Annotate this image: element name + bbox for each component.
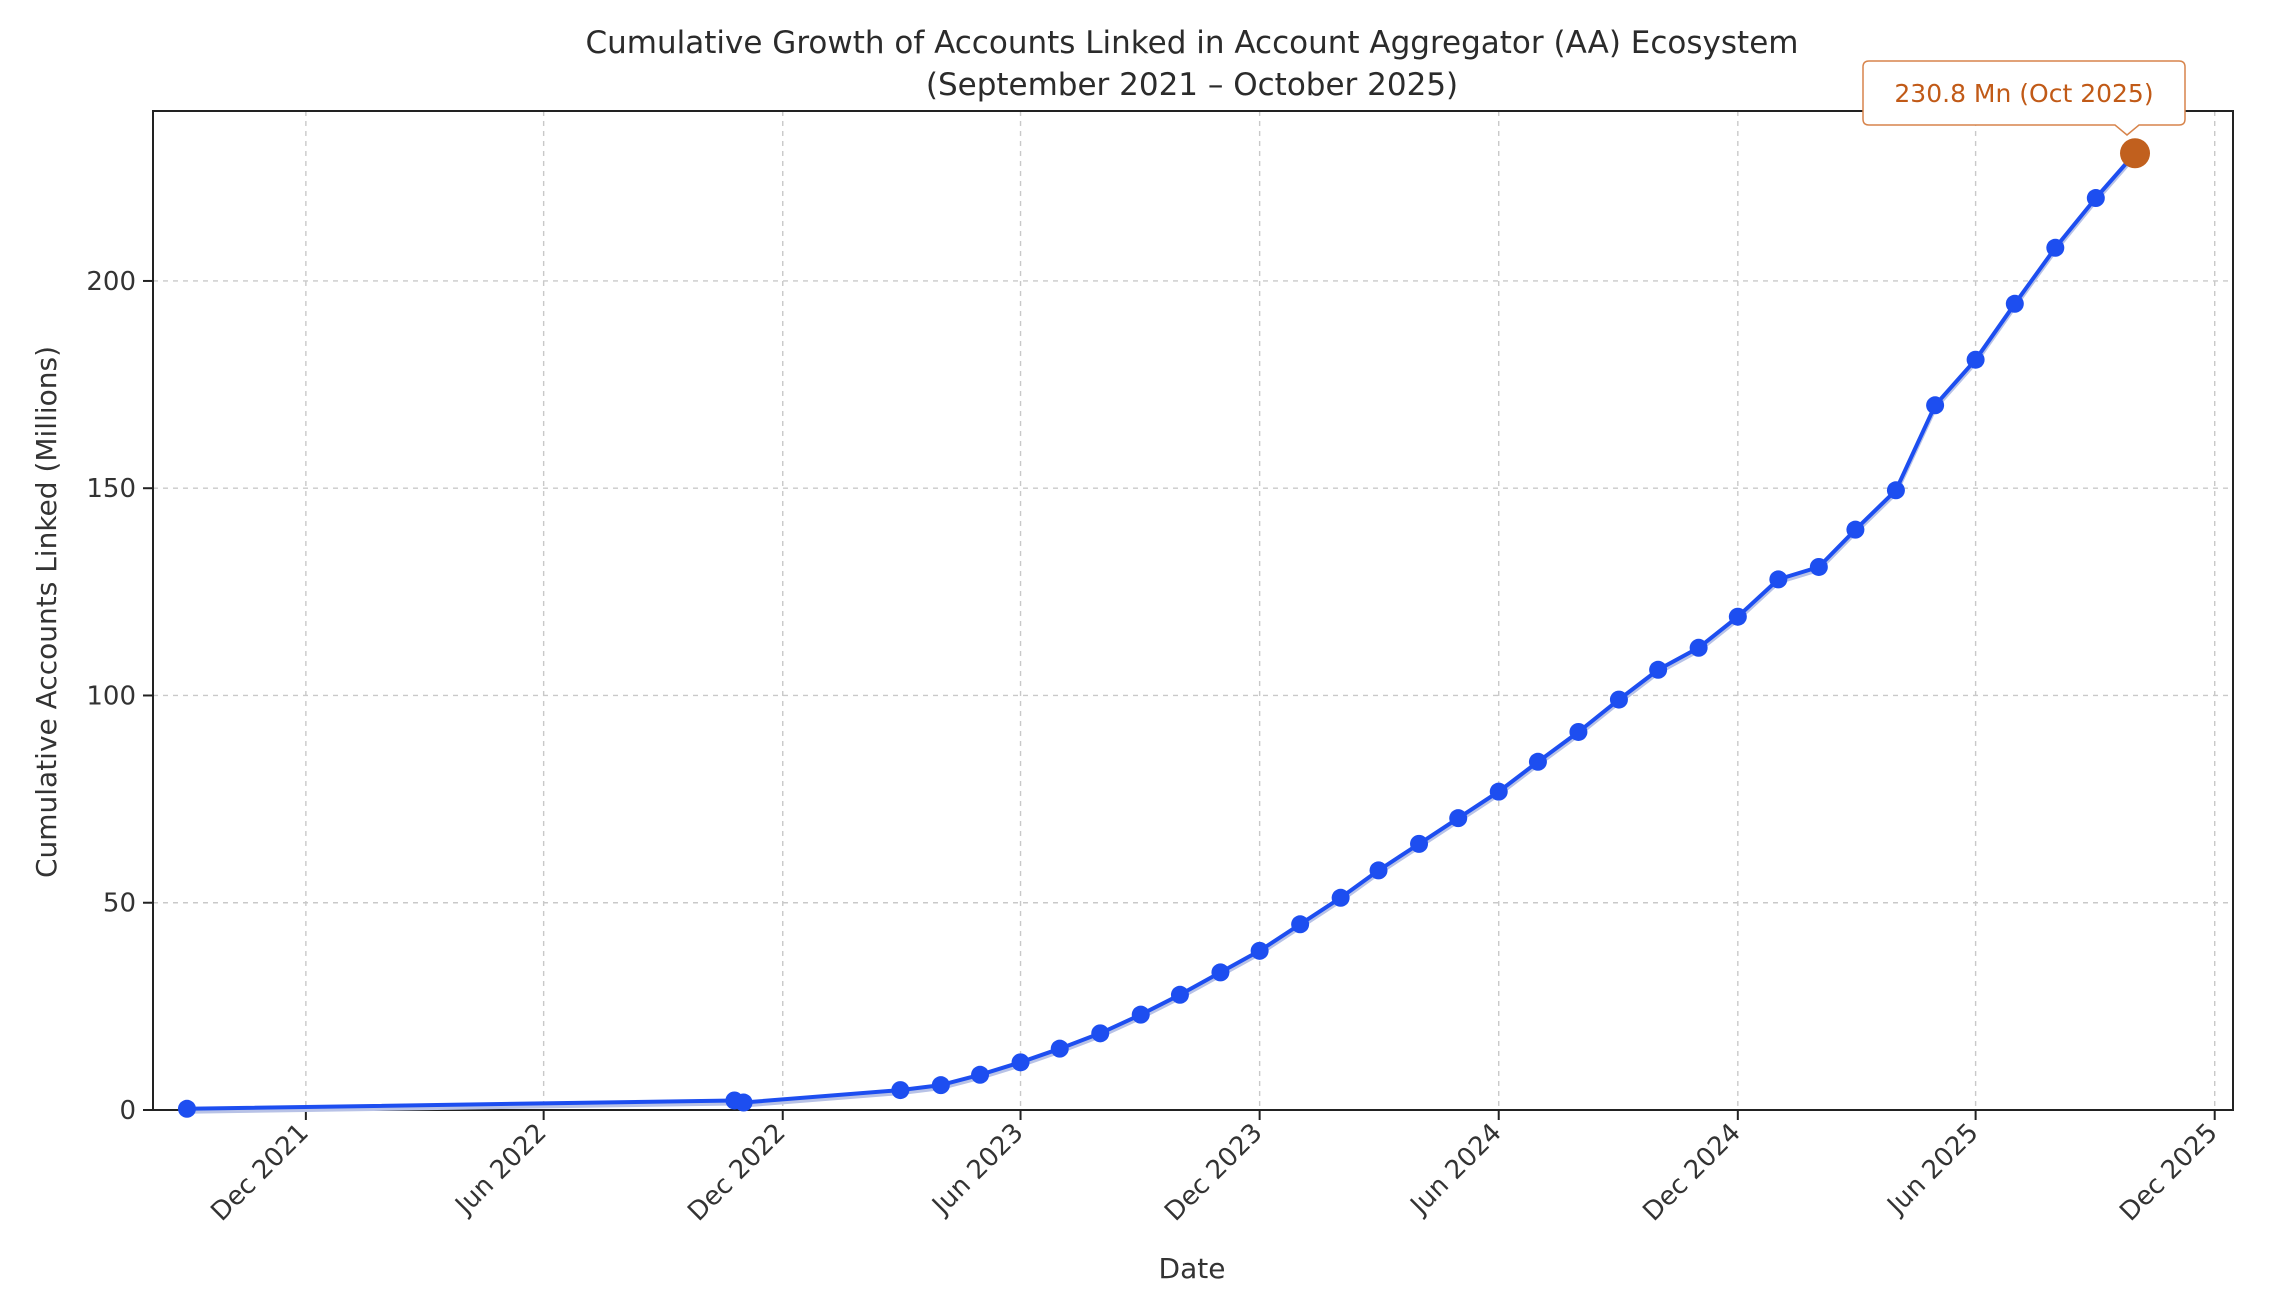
data-point <box>971 1065 990 1084</box>
data-point <box>1211 963 1230 982</box>
data-point <box>891 1081 910 1100</box>
chart-subtitle: (September 2021 – October 2025) <box>926 67 1458 103</box>
data-point <box>1050 1039 1069 1058</box>
x-tick-label: Dec 2024 <box>1637 1118 1746 1227</box>
x-tick-label: Dec 2021 <box>205 1118 314 1227</box>
data-point <box>1449 809 1468 828</box>
data-point <box>1369 861 1388 880</box>
axes: 0 50 100 150 200 Dec 2021 Jun 2022 Dec 2022 Jun … <box>86 110 2234 1227</box>
data-point <box>1011 1053 1030 1072</box>
callout-label: 230.8 Mn (Oct 2025) <box>1894 79 2153 108</box>
x-axis-label: Date <box>1159 1252 1226 1285</box>
data-point <box>1569 722 1588 741</box>
y-tick-label: 150 <box>86 474 136 504</box>
x-tick-label: Jun 2025 <box>1881 1118 1985 1222</box>
plot-frame <box>152 110 2234 1111</box>
data-point <box>1489 782 1508 801</box>
y-tick-label: 200 <box>86 267 136 297</box>
data-point <box>1728 607 1747 626</box>
data-point <box>1886 481 1905 500</box>
highlight-callout: 230.8 Mn (Oct 2025) <box>1862 60 2186 169</box>
x-tick-label: Dec 2022 <box>682 1118 791 1227</box>
data-point <box>2046 238 2065 257</box>
series-line <box>186 151 2137 1111</box>
data-point <box>177 1099 196 1118</box>
data-point <box>1649 660 1668 679</box>
grid <box>153 111 2233 1111</box>
data-point <box>1769 570 1788 589</box>
data-point <box>1131 1005 1150 1024</box>
y-tick-label: 100 <box>86 681 136 711</box>
data-point <box>1609 690 1628 709</box>
data-point <box>2005 294 2024 313</box>
data-point <box>1966 350 1985 369</box>
data-point <box>1410 834 1429 853</box>
data-point <box>1170 985 1189 1004</box>
data-point <box>1331 888 1350 907</box>
y-tick-label: 0 <box>119 1096 136 1126</box>
data-point <box>1809 557 1828 576</box>
highlight-point <box>2120 138 2151 169</box>
data-point <box>1291 915 1310 934</box>
data-point <box>931 1076 950 1095</box>
data-point <box>1689 638 1708 657</box>
data-point <box>2086 189 2105 208</box>
series-layer <box>177 151 2137 1118</box>
x-tick-label: Dec 2023 <box>1159 1118 1268 1227</box>
x-tick-label: Dec 2025 <box>2114 1118 2223 1227</box>
y-axis-label: Cumulative Accounts Linked (Millions) <box>30 346 63 878</box>
data-point <box>1846 520 1865 539</box>
data-point <box>734 1093 753 1112</box>
y-tick-label: 50 <box>103 889 136 919</box>
callout-box <box>1862 60 2186 136</box>
chart-title: Cumulative Growth of Accounts Linked in … <box>586 25 1799 61</box>
data-point <box>1926 396 1945 415</box>
x-tick-label: Jun 2022 <box>449 1118 553 1222</box>
data-point <box>1250 941 1269 960</box>
series-line-shadow <box>186 154 2137 1114</box>
x-tick-label: Jun 2024 <box>1404 1118 1508 1222</box>
data-point <box>1528 752 1547 771</box>
data-point <box>1091 1024 1110 1043</box>
x-tick-label: Jun 2023 <box>925 1118 1029 1222</box>
